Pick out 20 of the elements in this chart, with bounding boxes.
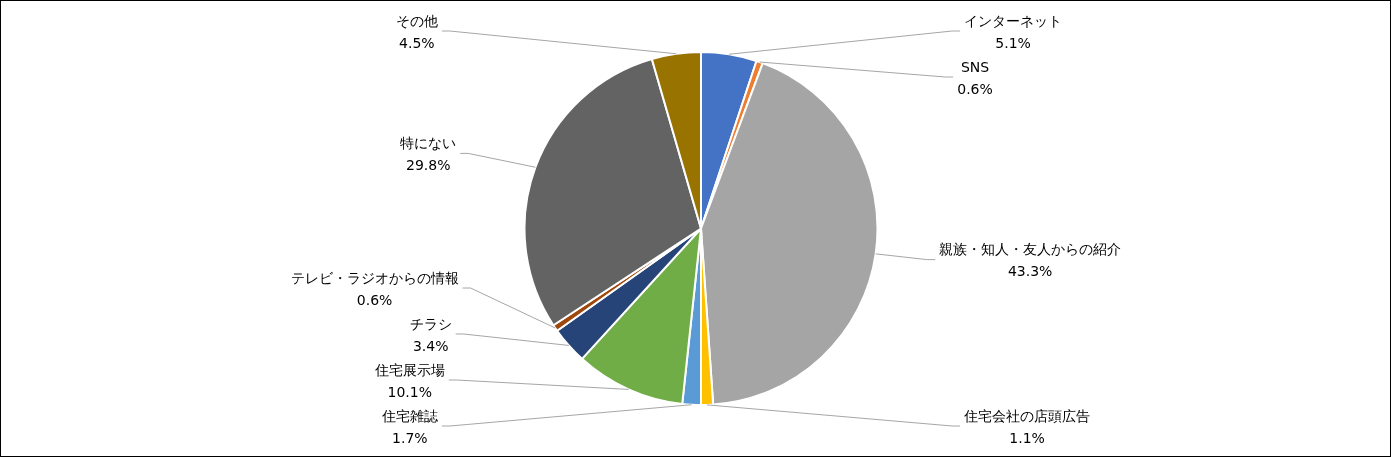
data-label: 0.6%	[957, 80, 993, 97]
slice-label: 特にない	[400, 135, 457, 152]
data-label: 29.8%	[405, 157, 451, 174]
data-label: 1.7%	[392, 429, 428, 446]
slice-label: その他	[395, 12, 438, 29]
data-label: 5.1%	[995, 34, 1031, 51]
data-label: 43.3%	[1007, 263, 1053, 280]
data-label: 3.4%	[412, 337, 449, 354]
slice-label: チラシ	[409, 315, 452, 332]
slice-label: 住宅展示場	[373, 361, 445, 378]
data-label: 1.1%	[1009, 429, 1045, 446]
slice-label: 住宅雑誌	[380, 407, 438, 424]
data-label: 0.6%	[356, 291, 393, 308]
slice-label: 親族・知人・友人からの紹介	[939, 241, 1122, 258]
data-label: 10.1%	[387, 383, 433, 400]
slice-label: 住宅会社の店頭広告	[963, 407, 1091, 424]
slice-label: SNS	[960, 58, 990, 75]
slice-label: テレビ・ラジオからの情報	[290, 269, 459, 286]
data-label: 4.5%	[399, 34, 435, 51]
slice-label: インターネット	[964, 12, 1063, 29]
